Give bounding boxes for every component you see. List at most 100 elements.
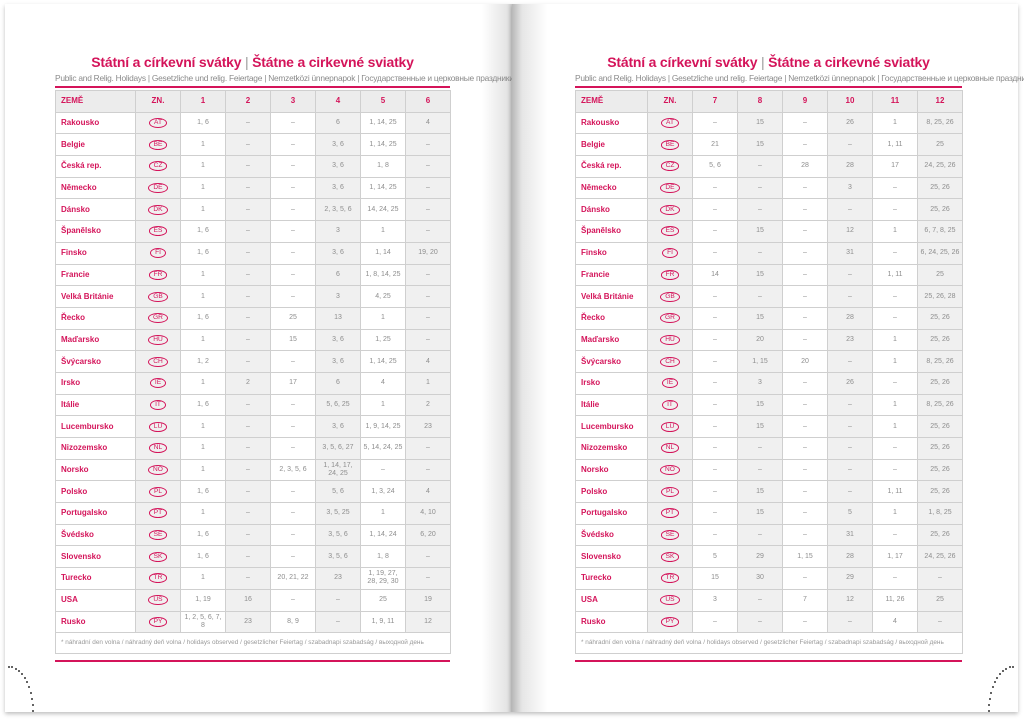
table-row: Polsko PL 1, 6– –5, 6 1, 3, 24 4: [55, 480, 451, 504]
holiday-days-cell: 1: [360, 306, 406, 330]
holiday-days-cell: 15: [737, 502, 783, 525]
country-code-cell: HU: [135, 328, 181, 352]
dot: [1005, 667, 1008, 670]
country-code-badge: NO: [148, 465, 168, 476]
country-code-cell: CH: [647, 350, 693, 373]
holiday-days-cell: 3: [827, 176, 873, 200]
holidays-table-jan-jun: ZEMĚ ZN. 1 2 3 4 5 6 Rakousko AT 1, 6– –6 1, 14, 25 4…: [55, 90, 451, 655]
holiday-days-cell: 1: [180, 176, 226, 200]
holiday-days-cell: –: [827, 437, 873, 460]
holiday-days-cell: –: [405, 437, 451, 460]
country-code-badge: PL: [148, 486, 168, 497]
header-month: 2: [225, 90, 271, 113]
country-name: Portugalsko: [55, 502, 136, 525]
country-code-cell: US: [647, 588, 693, 612]
holiday-days-cell: 1, 9, 11: [360, 610, 406, 634]
country-code-cell: PT: [647, 502, 693, 525]
table-row: Slovensko SK 5 29 1, 15 28 1, 17 24, 25, 26: [575, 545, 963, 569]
holiday-days-cell: 1, 14, 25: [360, 350, 406, 373]
dot: [993, 681, 996, 684]
country-name: Rusko: [575, 610, 648, 634]
holiday-days-cell: 25: [917, 133, 963, 157]
perforation-dots: [512, 4, 1014, 712]
holiday-days-cell: –: [782, 220, 828, 243]
bottom-rule: [55, 660, 450, 662]
country-name: Nizozemsko: [55, 437, 136, 460]
dot: [996, 676, 999, 679]
header-month: 8: [737, 90, 783, 113]
table-row: Irsko IE –3–26–25, 26: [575, 371, 963, 395]
holiday-days-cell: –: [405, 328, 451, 352]
country-name: Švýcarsko: [575, 350, 648, 373]
holiday-days-cell: 1, 25: [360, 328, 406, 352]
header-month: 3: [270, 90, 316, 113]
country-code-cell: SE: [135, 523, 181, 547]
holiday-days-cell: 12: [405, 610, 451, 634]
country-name: Švýcarsko: [55, 350, 136, 373]
country-code-cell: LU: [647, 415, 693, 438]
country-code-badge: NL: [148, 443, 168, 454]
holiday-days-cell: –: [872, 371, 918, 395]
holiday-days-cell: 3, 6: [315, 155, 361, 178]
holiday-days-cell: 25, 26, 28: [917, 285, 963, 308]
header-code: ZN.: [135, 90, 181, 113]
holiday-days-cell: –: [405, 458, 451, 482]
holiday-days-cell: 28: [827, 306, 873, 330]
dot: [8, 666, 10, 668]
holiday-days-cell: 17: [270, 371, 316, 395]
holiday-days-cell: –: [692, 437, 738, 460]
holiday-days-cell: 2, 3, 5, 6: [315, 198, 361, 222]
holiday-days-cell: –: [225, 241, 271, 265]
holiday-days-cell: –: [270, 393, 316, 417]
table-row: Irsko IE 1 2 17 6 4 1: [55, 371, 451, 395]
holiday-days-cell: –: [270, 133, 316, 157]
country-code-badge: CH: [660, 356, 680, 367]
country-code-badge: DK: [660, 204, 680, 215]
table-row: Velká Británie GB 1– –3 4, 25–: [55, 285, 451, 308]
country-code-badge: NO: [660, 465, 680, 476]
top-rule: [55, 86, 450, 88]
country-code-badge: CH: [148, 356, 168, 367]
country-name: Nizozemsko: [575, 437, 648, 460]
country-code-cell: GR: [135, 306, 181, 330]
holiday-days-cell: –: [270, 111, 316, 135]
holiday-days-cell: –: [225, 480, 271, 504]
dot: [23, 676, 26, 679]
holiday-days-cell: 14, 24, 25: [360, 198, 406, 222]
country-name: Slovensko: [575, 545, 648, 569]
holidays-table-jul-dec: ZEMĚ ZN. 7 8 9 10 11 12 Rakousko AT –15–26 1 8, 25, …: [575, 90, 963, 655]
table-row: USA US 3–7 12 11, 26 25: [575, 588, 963, 612]
holiday-days-cell: 6: [315, 111, 361, 135]
holiday-days-cell: 1, 14: [360, 241, 406, 265]
holiday-days-cell: 5, 6: [692, 155, 738, 178]
country-name: Rakousko: [575, 111, 648, 135]
holiday-days-cell: 1, 6: [180, 306, 226, 330]
holiday-days-cell: –: [782, 176, 828, 200]
holiday-days-cell: –: [737, 176, 783, 200]
holiday-days-cell: –: [692, 523, 738, 547]
holiday-days-cell: –: [872, 285, 918, 308]
holiday-days-cell: –: [827, 480, 873, 504]
country-name: Maďarsko: [575, 328, 648, 352]
country-code-badge: DE: [148, 183, 168, 194]
holiday-days-cell: 3, 6: [315, 415, 361, 438]
holiday-days-cell: –: [827, 610, 873, 634]
holiday-days-cell: 25, 26: [917, 198, 963, 222]
table-row: Norsko NO – – – – –25, 26: [575, 458, 963, 482]
country-code-badge: ES: [148, 226, 168, 237]
holiday-days-cell: –: [225, 567, 271, 590]
holiday-days-cell: 1: [872, 415, 918, 438]
header-month: 10: [827, 90, 873, 113]
holiday-days-cell: 1, 11: [872, 133, 918, 157]
holiday-days-cell: –: [692, 306, 738, 330]
holiday-days-cell: 3, 5, 6, 27: [315, 437, 361, 460]
country-name: Francie: [575, 263, 648, 287]
country-code-badge: SE: [660, 530, 680, 541]
country-name: Švédsko: [575, 523, 648, 547]
holiday-days-cell: –: [225, 198, 271, 222]
country-name: Řecko: [575, 306, 648, 330]
country-code-cell: IT: [647, 393, 693, 417]
holiday-days-cell: 1, 15: [782, 545, 828, 569]
holiday-days-cell: –: [225, 263, 271, 287]
holiday-days-cell: 4, 25: [360, 285, 406, 308]
